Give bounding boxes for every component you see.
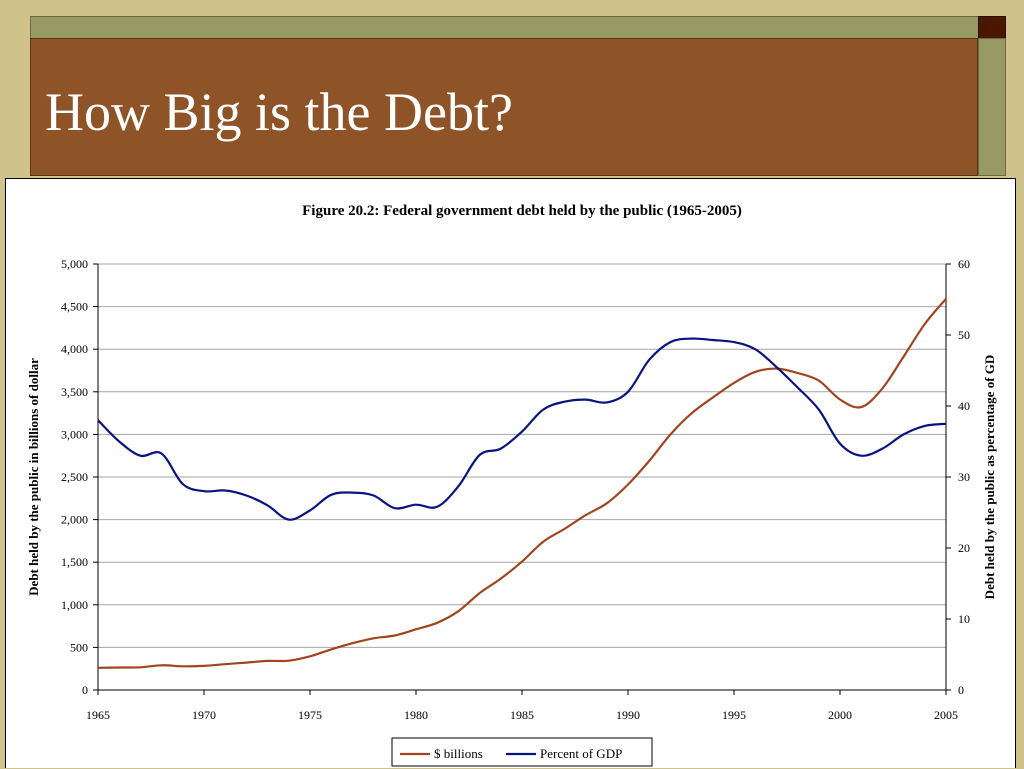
- y-tick-label: 2,500: [61, 470, 88, 484]
- legend-label: Percent of GDP: [540, 746, 622, 761]
- legend-box: [391, 737, 653, 767]
- x-tick-label: 1980: [404, 708, 428, 722]
- y2-tick-label: 0: [958, 683, 964, 697]
- y-tick-label: 3,000: [61, 427, 88, 441]
- y-tick-label: 500: [70, 640, 88, 654]
- decorative-olive-bar-top: [30, 16, 980, 40]
- y-tick-label: 4,500: [61, 300, 88, 314]
- y-tick-label: 0: [82, 683, 88, 697]
- decorative-dark-square: [978, 16, 1006, 40]
- slide-title: How Big is the Debt?: [45, 82, 513, 142]
- y2-tick-label: 60: [958, 257, 970, 271]
- x-tick-label: 1995: [722, 708, 746, 722]
- y-tick-label: 3,500: [61, 385, 88, 399]
- chart-panel: Figure 20.2: Federal government debt hel…: [5, 178, 1016, 768]
- y-tick-label: 5,000: [61, 257, 88, 271]
- y-tick-label: 2,000: [61, 513, 88, 527]
- chart: Figure 20.2: Federal government debt hel…: [26, 203, 997, 767]
- decorative-olive-bar-right: [978, 38, 1006, 176]
- y2-tick-label: 50: [958, 328, 970, 342]
- y2-tick-label: 10: [958, 612, 970, 626]
- y2-tick-label: 40: [958, 399, 970, 413]
- y2-tick-label: 20: [958, 541, 970, 555]
- x-tick-label: 1965: [86, 708, 110, 722]
- x-tick-label: 2005: [934, 708, 958, 722]
- y-axis-title: Debt held by the public in billions of d…: [26, 358, 41, 596]
- x-tick-label: 2000: [828, 708, 852, 722]
- x-tick-label: 1985: [510, 708, 534, 722]
- chart-title: Figure 20.2: Federal government debt hel…: [302, 203, 742, 219]
- legend-label: $ billions: [434, 746, 483, 761]
- slide-header: How Big is the Debt?: [0, 0, 1024, 178]
- y-tick-label: 1,500: [61, 555, 88, 569]
- y-tick-label: 1,000: [61, 598, 88, 612]
- x-tick-label: 1990: [616, 708, 640, 722]
- series-line-billions: [97, 298, 947, 669]
- y2-axis-title: Debt held by the public as percentage of…: [982, 355, 997, 600]
- y-tick-label: 4,000: [61, 342, 88, 356]
- x-tick-label: 1970: [192, 708, 216, 722]
- y2-tick-label: 30: [958, 470, 970, 484]
- series-line-percent-gdp: [97, 337, 947, 521]
- title-band: How Big is the Debt?: [30, 38, 978, 176]
- x-tick-label: 1975: [298, 708, 322, 722]
